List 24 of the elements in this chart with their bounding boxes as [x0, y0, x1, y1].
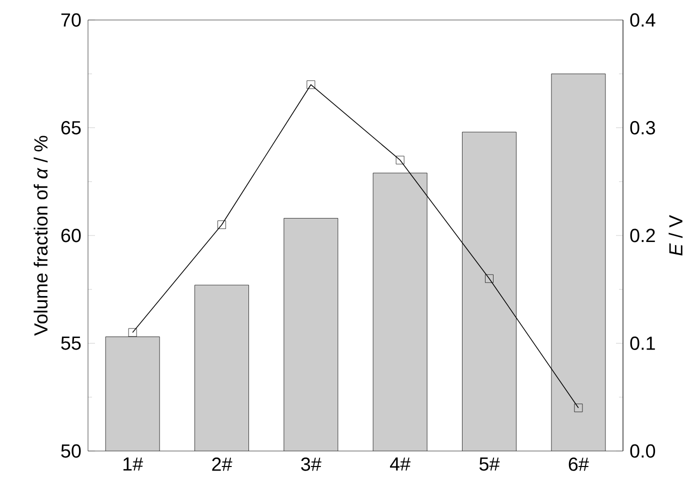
y-axis-title: Volume fraction of α / % — [34, 136, 48, 336]
x-tick-label: 6# — [568, 458, 589, 471]
point — [306, 80, 316, 89]
y-tick-label: 50 — [61, 444, 81, 458]
point — [128, 328, 137, 337]
x-tick-label: 4# — [390, 458, 411, 471]
y-tick-label: 70 — [61, 13, 81, 27]
x-tick-label: 1# — [123, 458, 144, 471]
point — [218, 220, 226, 229]
y2-tick-label: 0.3 — [630, 121, 655, 134]
point — [485, 274, 494, 283]
point — [396, 156, 404, 164]
y-tick-label: 65 — [61, 121, 81, 134]
y-tick-label: 55 — [61, 336, 81, 350]
y2-tick-label: 0.1 — [630, 336, 655, 350]
y2-tick-label: 0.0 — [630, 444, 656, 458]
x-tick-label: 3# — [301, 458, 322, 471]
y-tick-label: 60 — [61, 228, 81, 242]
x-tick-label: 2# — [212, 458, 232, 471]
point — [574, 404, 583, 412]
x-tick-label: 5# — [479, 458, 500, 471]
y2-tick-label: 0.2 — [630, 228, 655, 242]
y2-axis-title: E / V — [668, 215, 683, 256]
y2-tick-label: 0.4 — [630, 13, 656, 27]
